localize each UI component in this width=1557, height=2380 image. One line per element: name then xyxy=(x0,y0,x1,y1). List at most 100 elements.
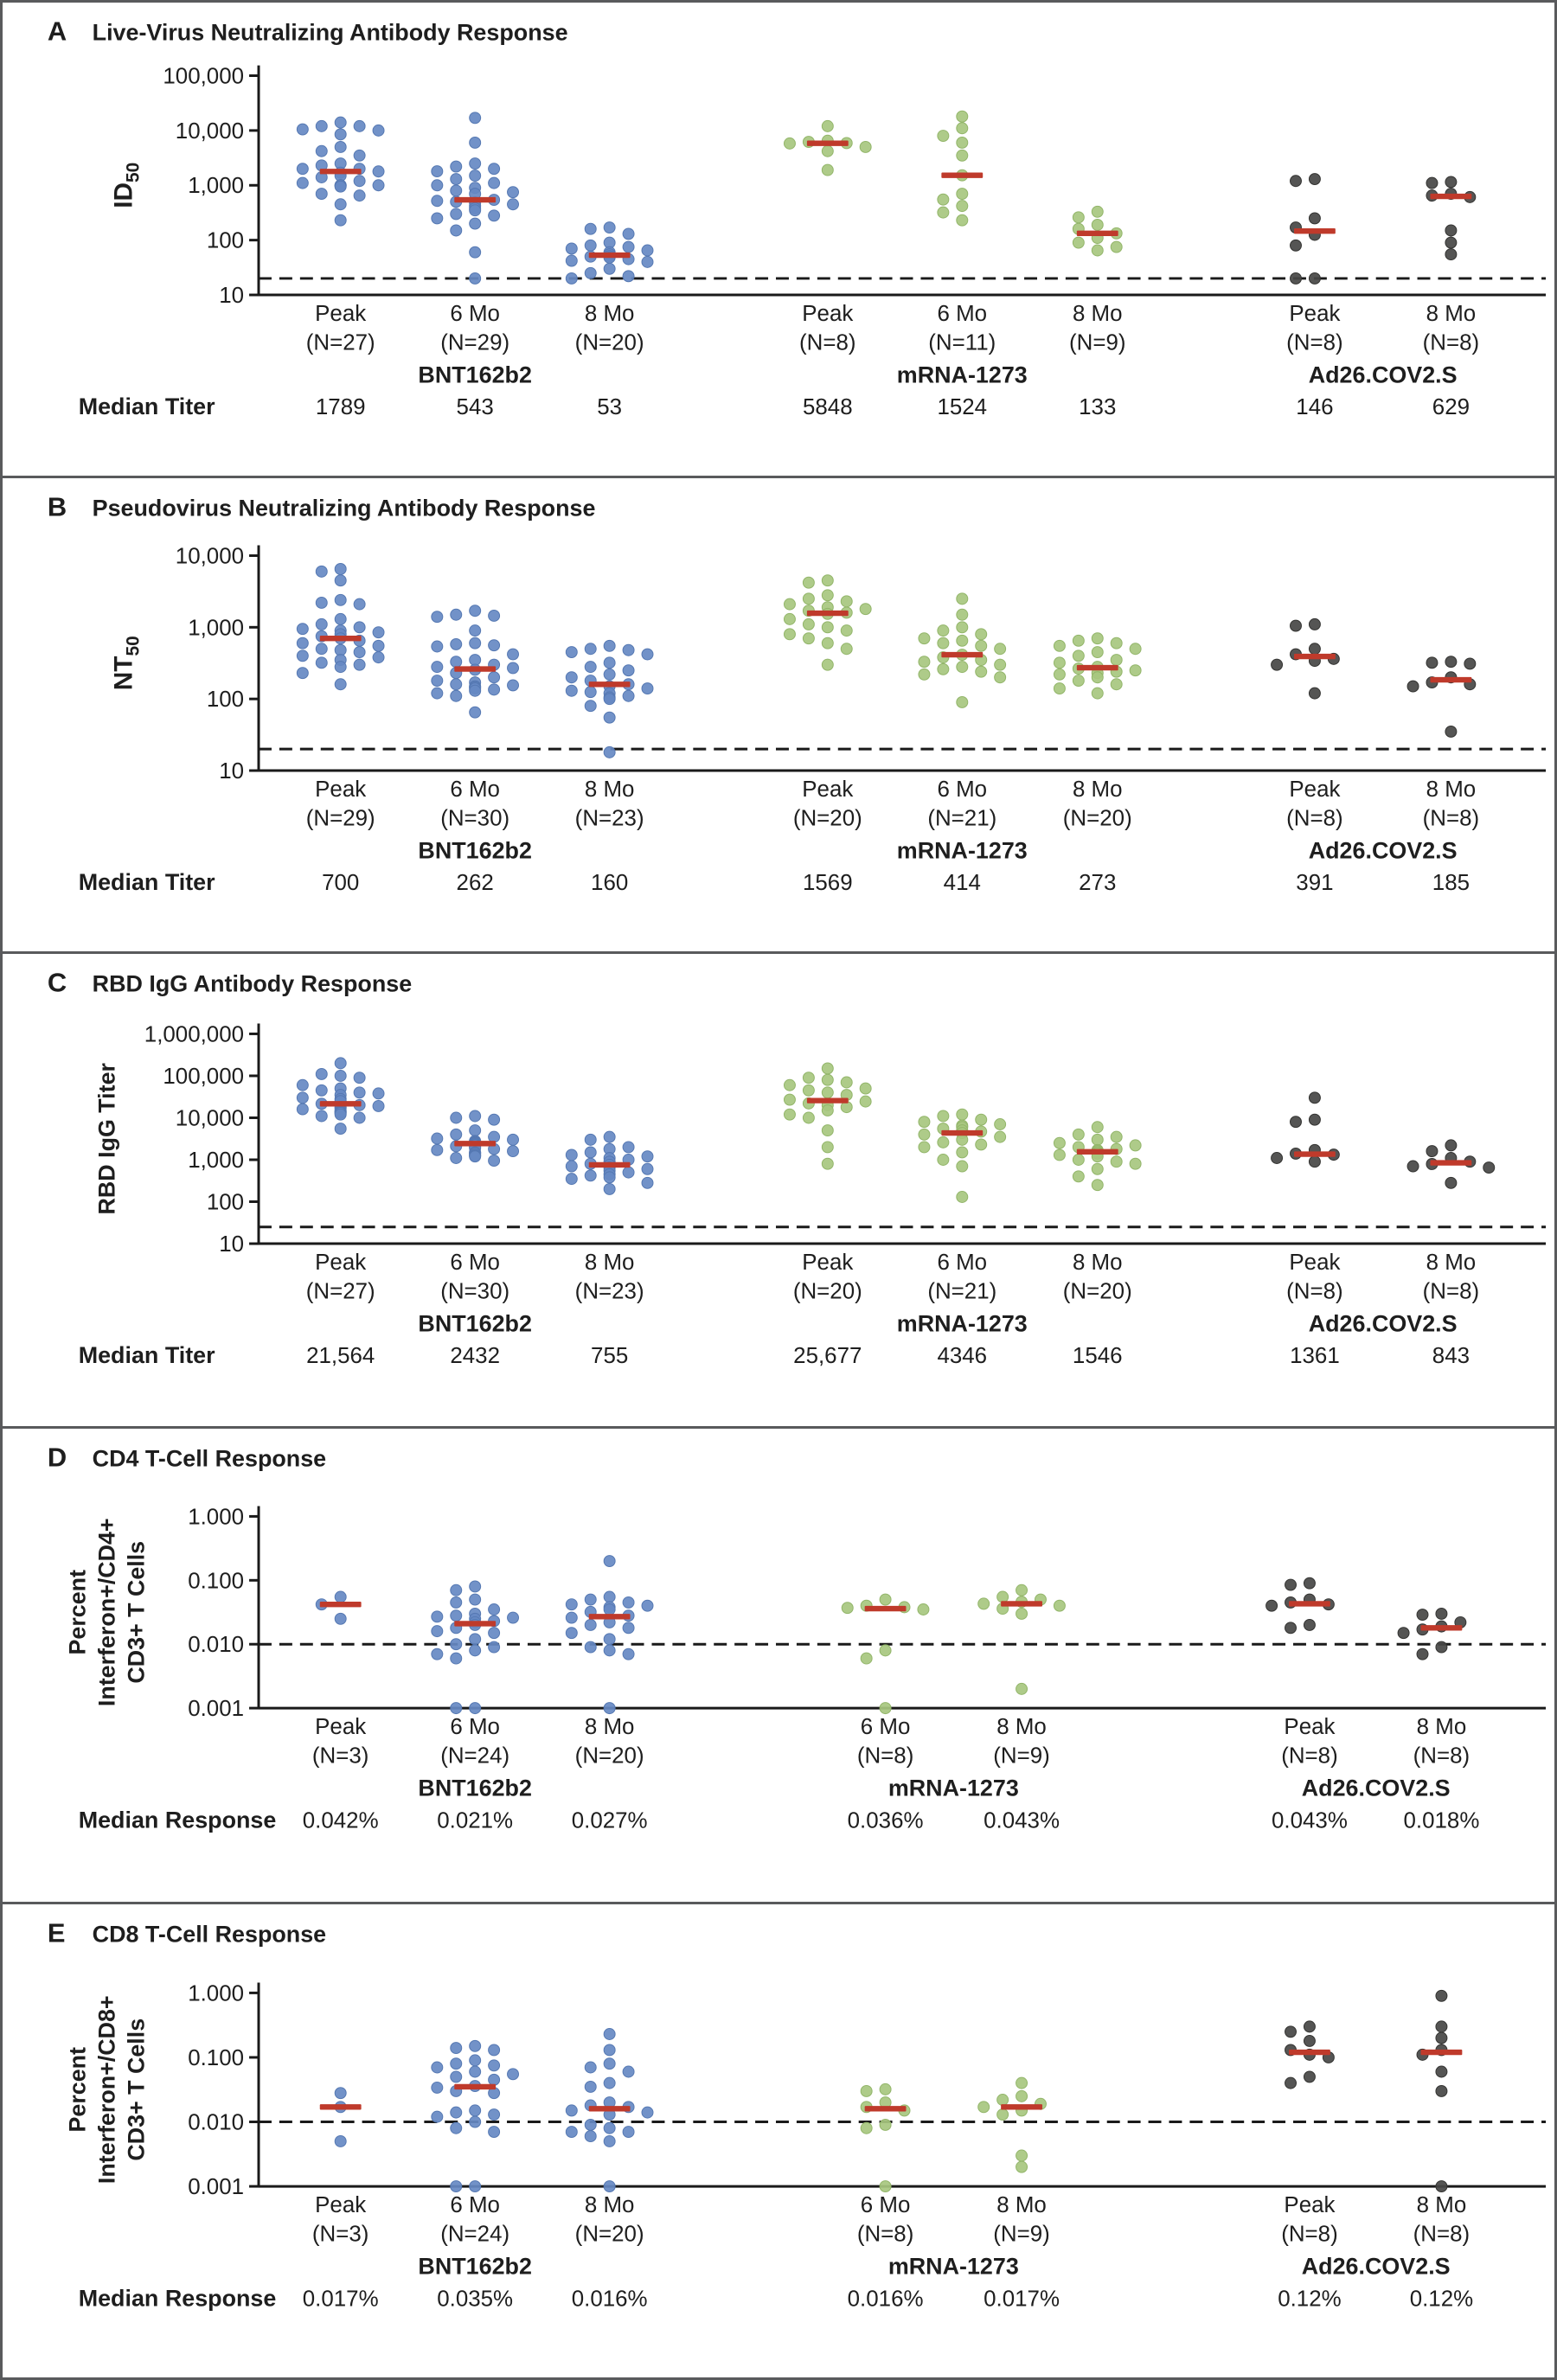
data-point xyxy=(334,141,347,153)
data-point xyxy=(1406,1160,1419,1173)
data-point xyxy=(1091,244,1104,257)
dot-group-8mo xyxy=(565,2028,654,2193)
data-point xyxy=(975,1113,988,1126)
group-median-value: 1524 xyxy=(937,395,987,419)
data-point xyxy=(821,163,834,176)
data-point xyxy=(821,1062,834,1074)
data-point xyxy=(1445,248,1458,261)
data-point xyxy=(450,1702,463,1715)
data-point xyxy=(315,119,328,132)
data-point xyxy=(565,1148,578,1161)
group-time-label: 8 Mo xyxy=(1417,1715,1467,1739)
data-point xyxy=(996,2094,1009,2107)
group-n-label: (N=8) xyxy=(1286,1279,1343,1303)
data-point xyxy=(372,1086,385,1099)
data-point xyxy=(372,165,385,178)
data-point xyxy=(584,643,597,656)
data-point xyxy=(334,1613,347,1626)
group-n-label: (N=21) xyxy=(927,806,996,830)
group-time-label: 8 Mo xyxy=(996,1715,1047,1739)
y-axis-title-line: RBD IgG Titer xyxy=(94,1062,120,1214)
median-bar xyxy=(806,610,849,617)
data-point xyxy=(1016,2149,1028,2162)
data-point xyxy=(956,188,969,201)
data-point xyxy=(584,1146,597,1159)
group-time-label: 8 Mo xyxy=(1073,1250,1123,1274)
dot-group-6mo xyxy=(431,1580,520,1715)
group-n-label: (N=8) xyxy=(1423,331,1480,355)
data-point xyxy=(431,212,444,225)
panel-letter: A xyxy=(48,16,67,47)
median-bar xyxy=(454,196,497,203)
data-point xyxy=(334,128,347,141)
vaccine-label: BNT162b2 xyxy=(418,2254,532,2280)
data-point xyxy=(296,1091,309,1104)
group-median-value: 0.018% xyxy=(1403,1809,1479,1833)
data-point xyxy=(584,266,597,279)
data-point xyxy=(802,631,815,644)
data-point xyxy=(431,1132,444,1145)
group-time-label: Peak xyxy=(315,777,366,802)
data-point xyxy=(1308,212,1321,225)
group-n-label: (N=3) xyxy=(312,2223,369,2247)
median-bar xyxy=(319,2104,362,2110)
data-point xyxy=(1091,1178,1104,1191)
data-point xyxy=(821,637,834,649)
y-axis-title: NT50 xyxy=(109,636,143,690)
median-bar xyxy=(864,2106,907,2112)
group-time-label: 8 Mo xyxy=(1073,777,1123,802)
data-point xyxy=(334,1108,347,1121)
group-n-label: (N=29) xyxy=(440,331,509,355)
data-point xyxy=(1445,1139,1458,1151)
panel-d-cd4-tcell: D CD4 T-Cell Response 1.000 0.100 0.010 0.001… xyxy=(0,1426,1557,1905)
data-point xyxy=(956,1146,969,1159)
data-point xyxy=(956,1160,969,1173)
data-point xyxy=(840,643,853,656)
data-point xyxy=(1053,1136,1066,1149)
y-tick-label: 0.001 xyxy=(188,1697,244,1721)
data-point xyxy=(488,163,501,176)
data-point xyxy=(469,272,482,285)
vaccine-label: Ad26.COV2.S xyxy=(1309,837,1458,863)
group-time-label: 6 Mo xyxy=(861,1715,911,1739)
group-median-value: 0.021% xyxy=(437,1809,513,1833)
data-point xyxy=(353,1071,366,1084)
panel-e-cd8-tcell: E CD8 T-Cell Response 1.000 0.100 0.010 0.001… xyxy=(0,1902,1557,2380)
median-bar xyxy=(454,1621,497,1627)
data-point xyxy=(469,637,482,649)
data-point xyxy=(431,1143,444,1156)
data-point xyxy=(918,668,931,681)
data-point xyxy=(802,576,815,589)
median-bar xyxy=(941,172,984,178)
group-median-value: 0.043% xyxy=(1272,1809,1348,1833)
group-median-value: 0.12% xyxy=(1278,2287,1341,2311)
data-point xyxy=(469,1593,482,1606)
data-point xyxy=(1091,1162,1104,1175)
y-tick-label: 100 xyxy=(207,688,244,712)
data-point xyxy=(488,2126,501,2139)
median-bar xyxy=(941,1129,984,1136)
data-point xyxy=(334,2087,347,2100)
dot-group-peak xyxy=(296,562,385,691)
group-time-label: 8 Mo xyxy=(585,1715,635,1739)
panel-title: RBD IgG Antibody Response xyxy=(93,970,413,996)
data-point xyxy=(1308,617,1321,630)
median-bar xyxy=(864,1606,907,1612)
group-n-label: (N=8) xyxy=(1423,1279,1480,1303)
data-point xyxy=(1303,1577,1316,1590)
data-point xyxy=(879,2083,892,2096)
group-median-value: 843 xyxy=(1432,1344,1470,1368)
group-median-value: 21,564 xyxy=(306,1344,375,1368)
data-point xyxy=(1110,240,1123,253)
data-point xyxy=(1072,1128,1085,1141)
data-point xyxy=(802,1111,815,1124)
dot-group-peak xyxy=(783,574,872,671)
group-time-label: 8 Mo xyxy=(1073,302,1123,326)
vaccine-label: Ad26.COV2.S xyxy=(1309,1310,1458,1336)
group-n-label: (N=3) xyxy=(312,1744,369,1769)
data-point xyxy=(1091,645,1104,658)
group-median-value: 146 xyxy=(1296,395,1333,419)
data-point xyxy=(937,662,950,675)
data-point xyxy=(296,649,309,662)
data-point xyxy=(977,1597,990,1610)
